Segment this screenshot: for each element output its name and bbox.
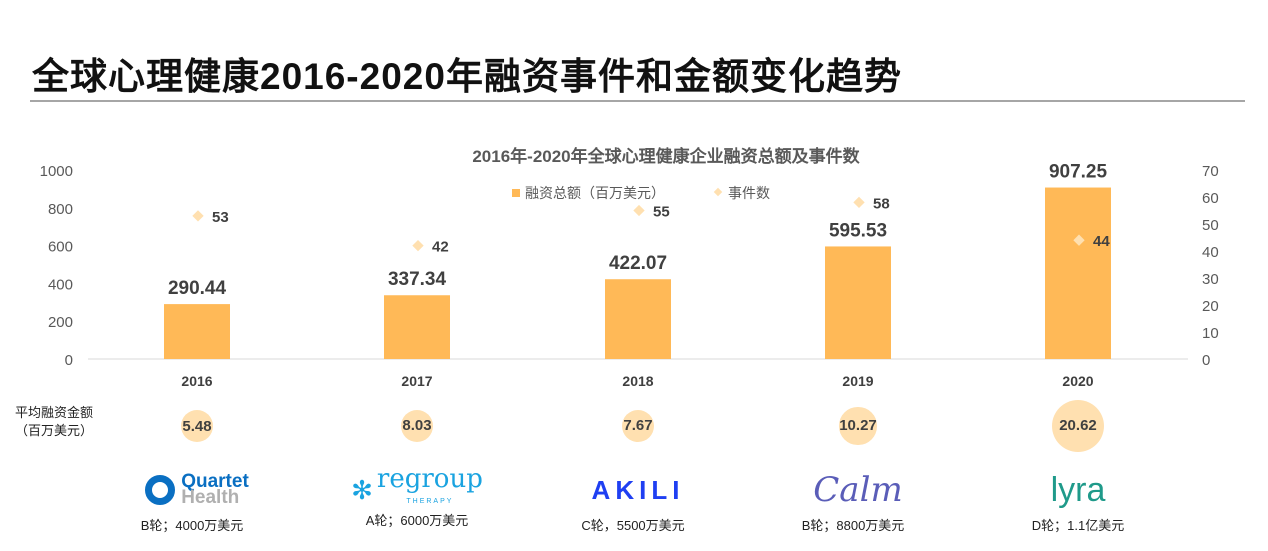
x-tick-label: 2018 — [622, 373, 653, 389]
right-tick-label: 40 — [1202, 244, 1219, 261]
avg-funding-bubble: 10.27 — [839, 407, 877, 445]
left-tick-label: 800 — [48, 201, 73, 218]
bar-value-label: 337.34 — [388, 269, 447, 290]
bar — [1045, 187, 1111, 359]
x-tick-label: 2016 — [181, 373, 212, 389]
legend-bar-swatch — [512, 189, 520, 197]
right-tick-label: 10 — [1202, 325, 1219, 342]
avg-funding-bubble: 7.67 — [621, 409, 655, 443]
right-tick-label: 50 — [1202, 217, 1219, 234]
company-logo: Calm — [813, 470, 903, 510]
avg-funding-value: 7.67 — [623, 417, 653, 435]
bar-value-label: 422.07 — [609, 253, 667, 274]
left-tick-label: 600 — [48, 239, 73, 256]
funding-chart: 2016年-2020年全球心理健康企业融资总额及事件数 融资总额（百万美元） 事… — [40, 146, 1219, 389]
avg-funding-bubble: 5.48 — [181, 410, 213, 442]
company-logo: Quartet Health — [107, 470, 287, 510]
bar-value-label: 595.53 — [829, 220, 887, 241]
legend-bar-label: 融资总额（百万美元） — [525, 185, 665, 201]
company-logo: lyra — [1050, 470, 1106, 509]
bar — [605, 279, 671, 359]
event-value-label: 44 — [1093, 233, 1110, 250]
chart-title: 2016年-2020年全球心理健康企业融资总额及事件数 — [472, 146, 860, 166]
bar — [164, 304, 230, 359]
event-value-label: 53 — [212, 209, 229, 226]
event-point — [412, 239, 424, 252]
right-tick-label: 0 — [1202, 352, 1210, 369]
funding-round-label: A轮；6000万美元 — [365, 513, 469, 528]
company-logo: AKILI — [591, 474, 685, 505]
left-tick-label: 1000 — [40, 163, 73, 180]
x-tick-label: 2019 — [842, 373, 873, 389]
avg-funding-bubble: 8.03 — [400, 409, 434, 443]
event-point — [1073, 234, 1085, 246]
avg-funding-value: 10.27 — [839, 417, 877, 435]
left-tick-label: 0 — [65, 352, 73, 369]
bar-value-label: 907.25 — [1049, 162, 1108, 183]
avg-funding-bubble: 20.62 — [1051, 399, 1105, 453]
bar — [825, 246, 891, 359]
right-tick-label: 30 — [1202, 271, 1219, 288]
event-value-label: 58 — [873, 195, 890, 212]
avg-funding-value: 5.48 — [182, 417, 212, 435]
x-tick-label: 2017 — [401, 373, 432, 389]
x-tick-label: 2020 — [1062, 373, 1093, 389]
company-logo: ✻ regroup THERAPY — [351, 463, 483, 505]
funding-round-label: B轮；4000万美元 — [140, 518, 244, 533]
title-divider — [30, 100, 1245, 102]
left-tick-label: 200 — [48, 314, 73, 331]
page-title: 全球心理健康2016-2020年融资事件和金额变化趋势 — [32, 56, 902, 97]
right-tick-label: 20 — [1202, 298, 1219, 315]
avg-funding-label: 平均融资金额 （百万美元） — [14, 405, 93, 438]
funding-round-label: B轮；8800万美元 — [801, 518, 905, 533]
legend-scatter-label: 事件数 — [728, 185, 770, 201]
event-point — [192, 210, 204, 222]
event-value-label: 55 — [653, 204, 670, 221]
avg-funding-value: 20.62 — [1059, 417, 1097, 435]
funding-round-label: D轮；1.1亿美元 — [1031, 518, 1125, 533]
event-value-label: 42 — [432, 239, 449, 256]
event-point — [633, 204, 645, 217]
avg-funding-value: 8.03 — [402, 417, 432, 435]
bar-value-label: 290.44 — [168, 278, 227, 299]
right-tick-label: 70 — [1202, 163, 1219, 180]
legend-diamond-swatch — [713, 187, 723, 197]
event-point — [853, 196, 865, 209]
right-tick-label: 60 — [1202, 190, 1219, 207]
left-tick-label: 400 — [48, 276, 73, 293]
funding-round-label: C轮，5500万美元 — [581, 518, 685, 533]
bar — [384, 295, 450, 359]
